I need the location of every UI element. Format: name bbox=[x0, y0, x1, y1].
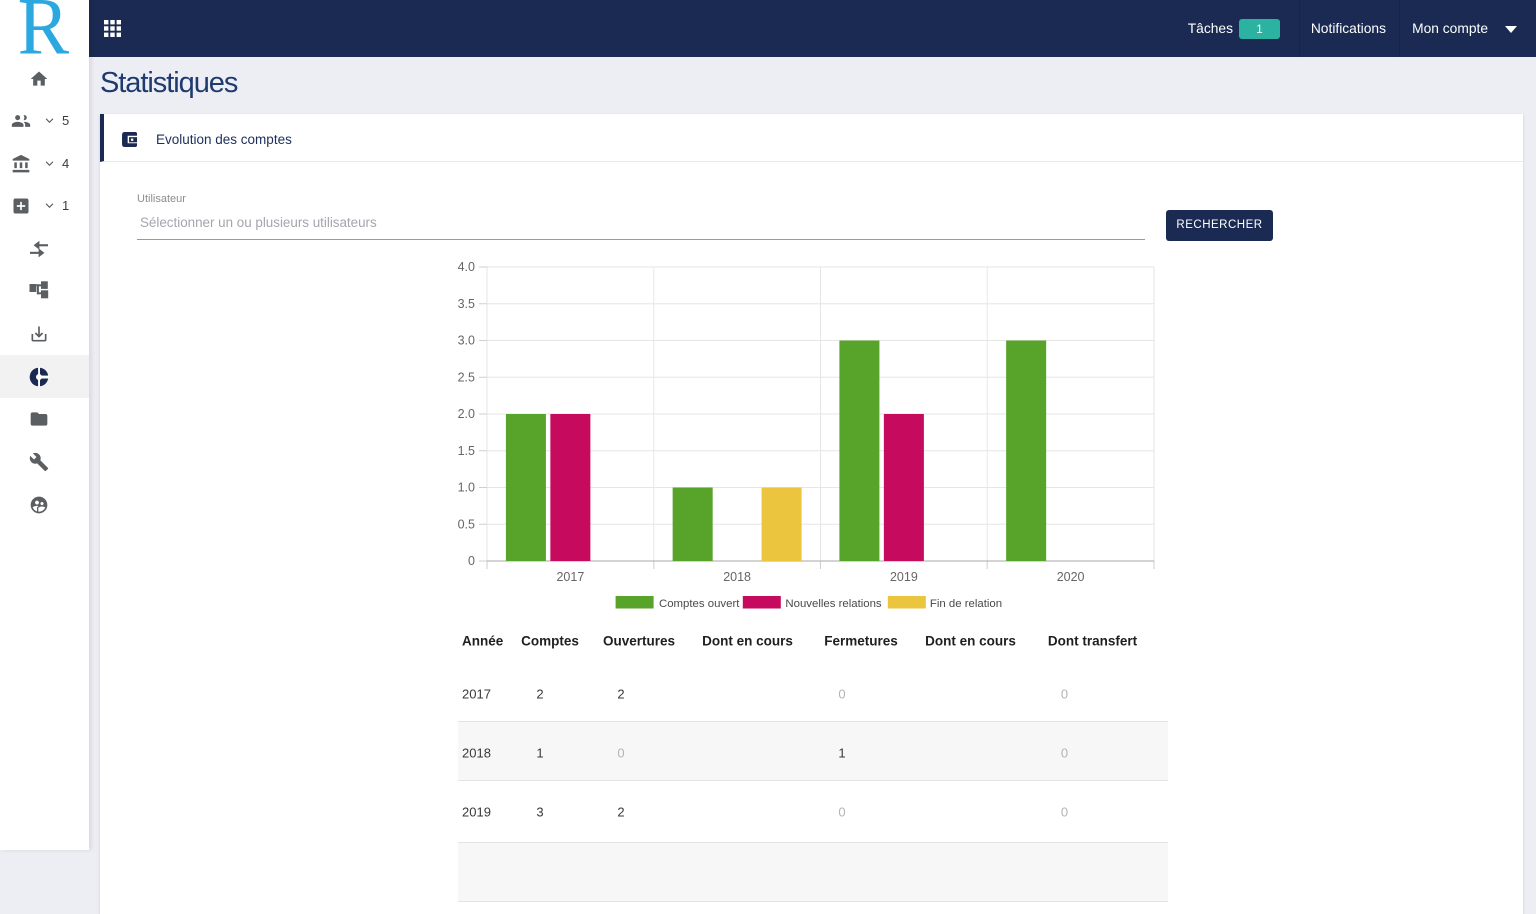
svg-text:2018: 2018 bbox=[723, 570, 751, 584]
svg-text:2020: 2020 bbox=[1057, 570, 1085, 584]
svg-text:Fin de relation: Fin de relation bbox=[930, 598, 1002, 610]
svg-text:0.5: 0.5 bbox=[458, 517, 475, 531]
svg-text:Nouvelles relations: Nouvelles relations bbox=[785, 598, 882, 610]
svg-text:3.0: 3.0 bbox=[458, 334, 475, 348]
svg-text:3.5: 3.5 bbox=[458, 297, 475, 311]
svg-text:2.5: 2.5 bbox=[458, 370, 475, 384]
svg-text:4.0: 4.0 bbox=[458, 260, 475, 274]
svg-text:0: 0 bbox=[468, 554, 475, 568]
svg-text:Comptes ouvert: Comptes ouvert bbox=[659, 598, 740, 610]
svg-text:1.5: 1.5 bbox=[458, 444, 475, 458]
svg-text:2019: 2019 bbox=[890, 570, 918, 584]
svg-text:2017: 2017 bbox=[556, 570, 584, 584]
svg-text:2.0: 2.0 bbox=[458, 407, 475, 421]
svg-text:1.0: 1.0 bbox=[458, 481, 475, 495]
